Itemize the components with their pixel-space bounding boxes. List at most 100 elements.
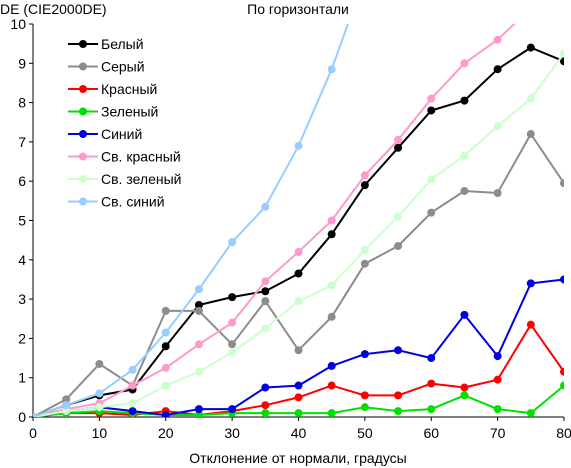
legend-label: Св. синий <box>101 194 165 210</box>
data-point <box>62 407 71 416</box>
legend-swatch-marker <box>79 107 87 116</box>
y-tick-label: 0 <box>18 409 26 425</box>
x-tick-label: 70 <box>490 425 506 441</box>
x-axis-title: Отклонение от нормали, градусы <box>189 450 406 466</box>
data-point <box>493 122 502 131</box>
legend-item: Белый <box>68 36 144 52</box>
legend-item: Св. синий <box>68 194 165 210</box>
data-point <box>194 405 203 414</box>
data-point <box>294 247 303 256</box>
series-8 <box>33 24 350 417</box>
data-point <box>427 208 436 217</box>
data-point <box>360 259 369 268</box>
y-tick-label: 3 <box>18 291 26 307</box>
legend-item: Св. зеленый <box>68 171 181 187</box>
data-point <box>526 130 535 139</box>
data-point <box>228 405 237 414</box>
data-point <box>360 403 369 412</box>
data-point <box>194 367 203 376</box>
data-point <box>194 285 203 294</box>
data-point <box>327 381 336 390</box>
y-tick-label: 1 <box>18 370 26 386</box>
x-tick-label: 50 <box>357 425 373 441</box>
data-point <box>460 187 469 196</box>
data-point <box>560 367 564 376</box>
data-point <box>194 300 203 309</box>
data-point <box>161 381 170 390</box>
data-point <box>228 340 237 349</box>
data-point <box>62 395 71 404</box>
chart-title: По горизонтали <box>247 1 349 17</box>
data-point <box>493 35 502 44</box>
legend-item: Серый <box>68 59 145 75</box>
legend-label: Серый <box>101 59 145 75</box>
data-point <box>294 393 303 402</box>
data-point <box>526 94 535 103</box>
data-point <box>294 409 303 417</box>
data-point <box>128 365 137 374</box>
data-point <box>560 57 564 66</box>
data-point <box>327 230 336 239</box>
data-point <box>294 381 303 390</box>
x-tick-label: 10 <box>92 425 108 441</box>
legend-label: Красный <box>101 81 157 97</box>
legend-label: Синий <box>101 126 142 142</box>
data-point <box>427 405 436 414</box>
data-point <box>394 143 403 152</box>
data-point <box>394 407 403 416</box>
data-point <box>560 179 564 188</box>
data-point <box>194 306 203 315</box>
x-tick-label: 80 <box>556 425 571 441</box>
data-point <box>161 411 170 417</box>
series-1 <box>33 43 564 417</box>
x-tick-label: 60 <box>423 425 439 441</box>
legend-swatch-marker <box>79 197 87 206</box>
data-point <box>493 375 502 384</box>
data-point <box>95 359 104 368</box>
data-point <box>194 340 203 349</box>
data-point <box>427 106 436 115</box>
y-tick-label: 8 <box>18 95 26 111</box>
data-point <box>228 238 237 247</box>
legend-label: Зеленый <box>101 104 158 120</box>
data-point <box>128 399 137 408</box>
data-point <box>261 324 270 333</box>
data-point <box>360 181 369 190</box>
data-point <box>261 297 270 306</box>
y-tick-label: 10 <box>10 16 26 32</box>
y-axis-title: DE (CIE2000DE) <box>0 1 107 17</box>
legend-swatch-marker <box>79 130 87 138</box>
data-point <box>493 188 502 197</box>
data-point <box>460 96 469 105</box>
data-point <box>294 269 303 278</box>
data-point <box>261 202 270 211</box>
legend-label: Св. зеленый <box>101 171 181 187</box>
data-point <box>427 94 436 103</box>
data-point <box>161 342 170 351</box>
data-point <box>327 409 336 417</box>
x-tick-label: 20 <box>158 425 174 441</box>
data-point <box>493 352 502 361</box>
y-tick-label: 9 <box>18 55 26 71</box>
data-point <box>161 363 170 372</box>
data-point <box>493 65 502 74</box>
series-layer <box>33 4 564 417</box>
data-point <box>360 171 369 180</box>
legend-label: Св. красный <box>101 149 181 165</box>
data-point <box>261 383 270 392</box>
data-point <box>527 4 535 12</box>
x-tick-label: 40 <box>291 425 307 441</box>
data-point <box>128 381 137 390</box>
data-point <box>460 310 469 319</box>
legend-item: Красный <box>68 81 157 97</box>
data-point <box>161 306 170 315</box>
data-point <box>360 350 369 359</box>
data-point <box>394 346 403 355</box>
data-point <box>327 312 336 321</box>
data-point <box>327 361 336 370</box>
data-point <box>261 287 270 296</box>
legend-swatch-marker <box>79 175 87 183</box>
data-point <box>261 409 270 417</box>
data-point <box>228 348 237 357</box>
